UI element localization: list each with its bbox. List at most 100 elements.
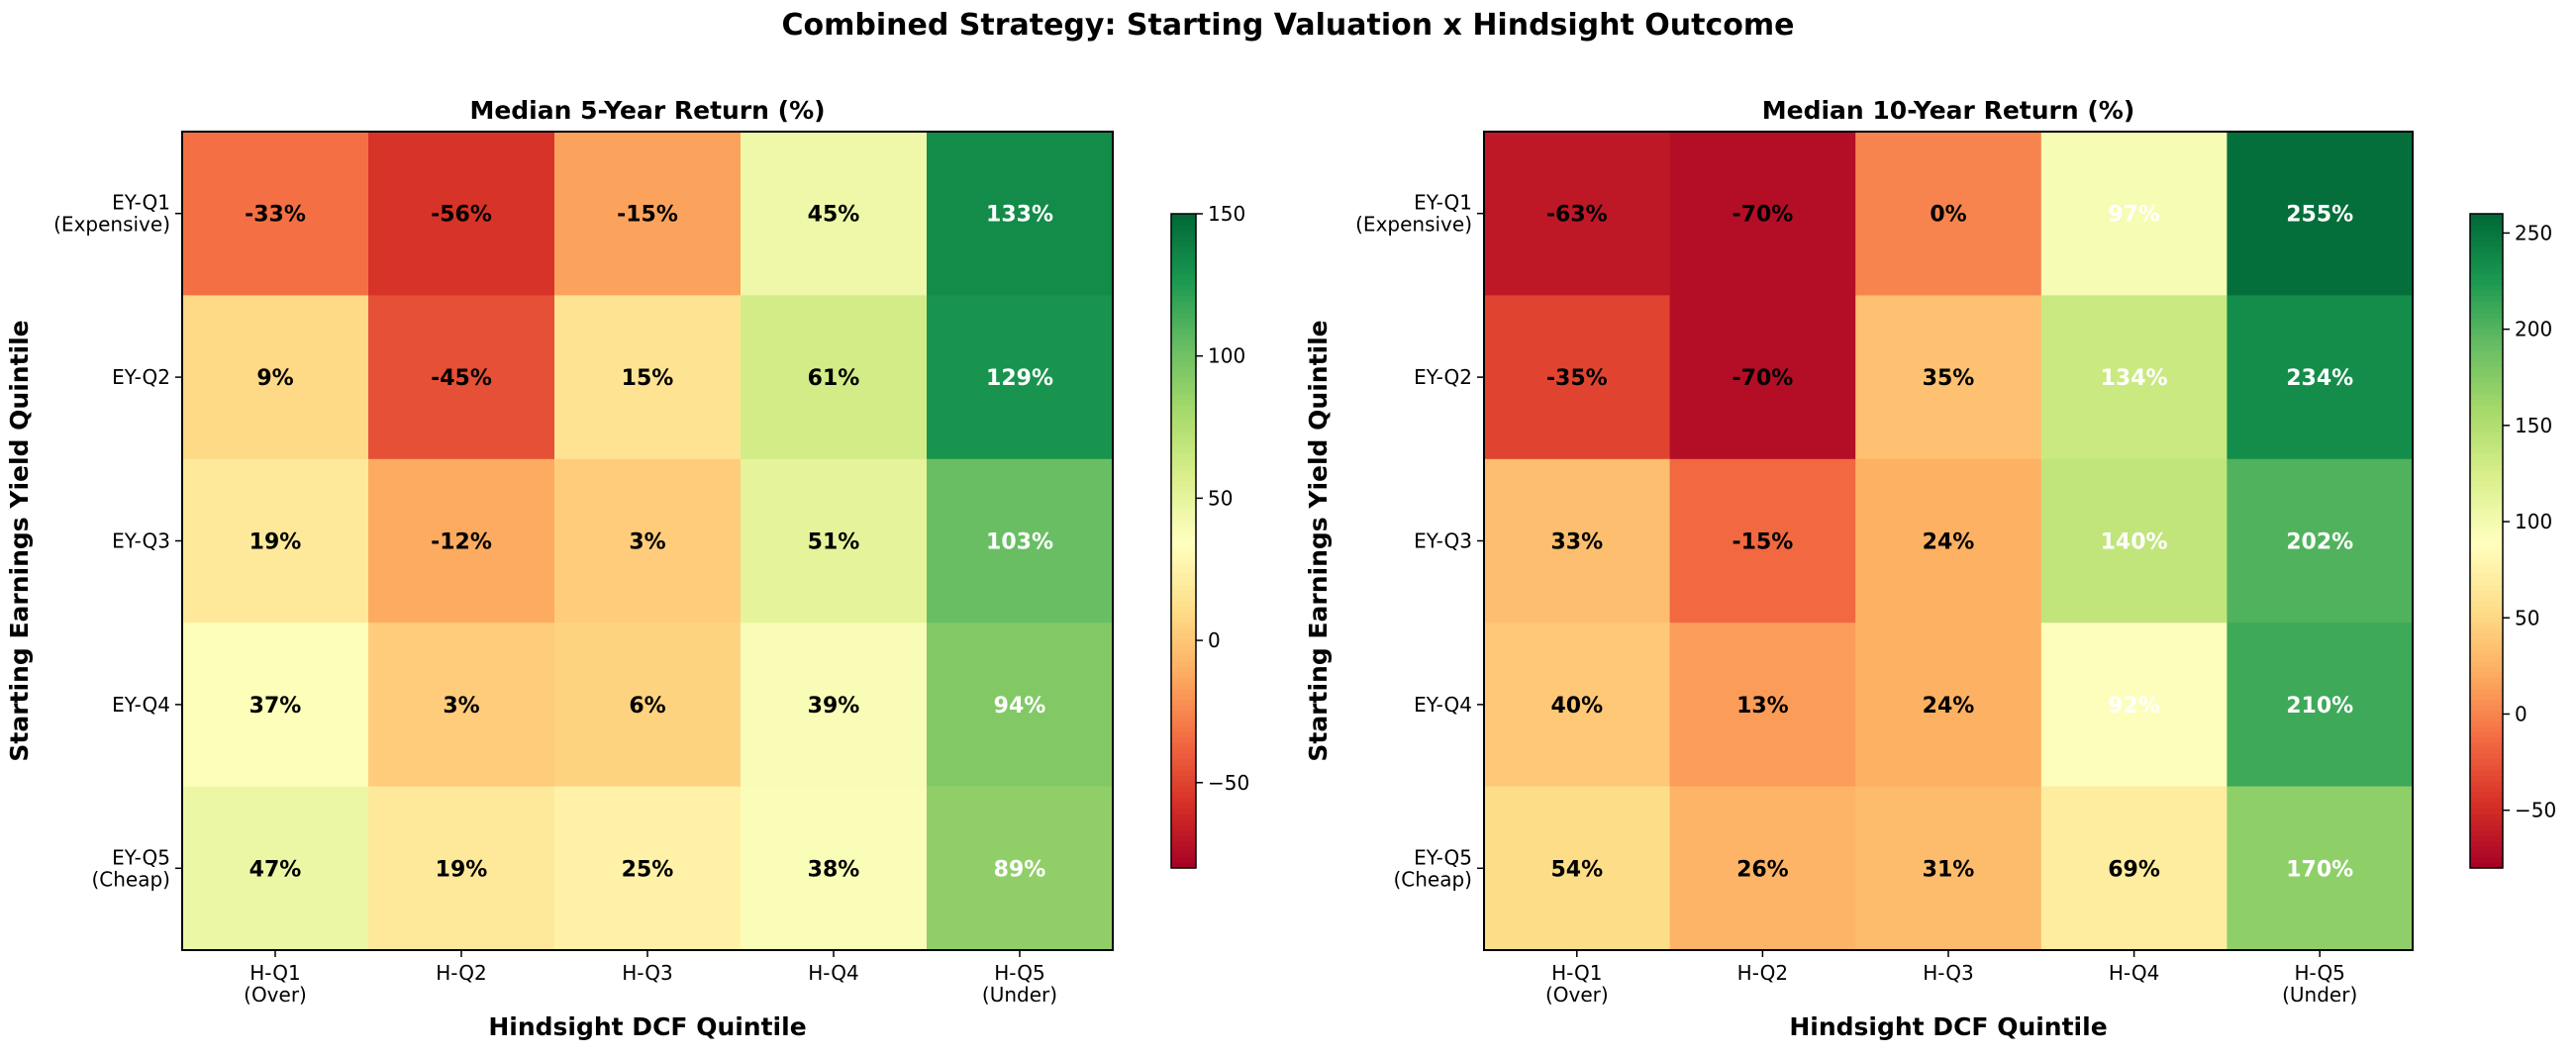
x-tick-label: H-Q2 [436,961,486,985]
colorbar-segment [2470,710,2503,717]
colorbar-segment [1171,731,1196,738]
colorbar-segment [2470,426,2503,432]
x-tick-label: H-Q5 (Under) [2282,961,2357,1007]
colorbar-tick-label: −50 [2515,799,2556,822]
cell-value-label: 40% [1550,694,1603,719]
x-tick-label: H-Q4 [2109,961,2159,985]
colorbar-segment [1171,649,1196,656]
cell-value-label: -63% [1546,203,1608,228]
cell-value-label: 38% [808,857,860,882]
colorbar-segment [1171,775,1196,782]
cell-value-label: 89% [994,857,1046,882]
heatmap-cell [1855,458,2042,624]
colorbar-segment [1171,447,1196,454]
cell-value-label: 19% [249,530,302,555]
colorbar-tick-label: −50 [1208,771,1249,795]
colorbar-segment [1171,562,1196,569]
colorbar-segment [1171,534,1196,542]
colorbar-segment [1171,660,1196,667]
colorbar-segment [2470,780,2503,787]
cell-value-label: 15% [622,366,674,391]
colorbar-segment [1171,802,1196,810]
heatmap-cell [927,458,1114,624]
cell-value-label: -15% [1733,530,1794,555]
colorbar-segment [2470,834,2503,842]
cell-value-label: 35% [1923,366,1975,391]
colorbar-segment [1171,453,1196,460]
colorbar-segment [2470,851,2503,858]
colorbar-segment [2470,491,2503,499]
colorbar-segment [1171,786,1196,793]
heatmap-cell [1855,623,2042,788]
colorbar-segment [1171,546,1196,553]
colorbar-segment [1171,623,1196,629]
colorbar-segment [1171,617,1196,624]
colorbar-segment [1171,818,1196,825]
colorbar-segment [1171,295,1196,302]
colorbar-segment [2470,769,2503,776]
colorbar-segment [1171,808,1196,815]
colorbar-segment [2470,475,2503,482]
colorbar-segment [2470,655,2503,662]
colorbar-segment [1171,284,1196,291]
colorbar-segment [1171,432,1196,438]
colorbar-segment [2470,355,2503,362]
heatmap-cell [1669,458,1856,624]
colorbar-segment [2470,464,2503,471]
heatmap-cell [741,458,928,624]
colorbar-segment [2470,802,2503,810]
colorbar-segment [2470,442,2503,449]
colorbar-tick-label: 100 [1208,344,1245,368]
colorbar-segment [2470,862,2503,869]
cell-value-label: 3% [629,530,665,555]
colorbar-segment [1171,540,1196,547]
colorbar-segment [1171,415,1196,422]
colorbar-segment [2470,627,2503,634]
colorbar-segment [1171,682,1196,689]
cell-value-label: 26% [1736,857,1789,882]
subplot-title: Median 10-Year Return (%) [1762,96,2135,125]
colorbar-segment [2470,399,2503,406]
colorbar-segment [1171,595,1196,602]
colorbar-segment [1171,225,1196,232]
colorbar-segment [1171,590,1196,597]
heatmap-cell [182,786,369,951]
cell-value-label: 140% [2101,530,2168,555]
cell-value-label: 170% [2286,857,2353,882]
colorbar-segment [2470,436,2503,443]
heatmap-cell [182,132,369,296]
heatmap-cell [1484,623,1671,788]
heatmap-cell [1669,132,1856,296]
colorbar-segment [2470,551,2503,558]
colorbar-segment [1171,486,1196,493]
colorbar-segment [1171,508,1196,515]
y-tick-label: EY-Q2 [1414,365,1472,389]
heatmap-cell [1484,132,1671,296]
colorbar-segment [1171,764,1196,771]
heatmap-cell [2227,623,2414,788]
colorbar-tick-label: 250 [2515,221,2552,244]
heatmap-cell [368,295,555,460]
colorbar-segment [1171,480,1196,488]
colorbar-segment [1171,262,1196,269]
x-tick-label: H-Q3 [622,961,672,985]
colorbar-segment [2470,236,2503,242]
colorbar-segment [2470,715,2503,721]
colorbar-segment [1171,360,1196,367]
cell-value-label: -15% [617,203,678,228]
colorbar-segment [1171,725,1196,732]
colorbar-segment [2470,649,2503,656]
colorbar-segment [2470,644,2503,651]
colorbar-segment [2470,279,2503,286]
colorbar-segment [2470,410,2503,417]
colorbar-segment [2470,845,2503,853]
colorbar-frame [2469,213,2504,869]
heatmap-cell [554,132,742,296]
colorbar-segment [2470,273,2503,280]
colorbar-segment [2470,323,2503,330]
colorbar-segment [1171,720,1196,727]
colorbar-segment [2470,758,2503,765]
heatmap-cell [2040,786,2228,951]
colorbar-segment [1171,469,1196,476]
x-axis-label: Hindsight DCF Quintile [488,1012,806,1041]
